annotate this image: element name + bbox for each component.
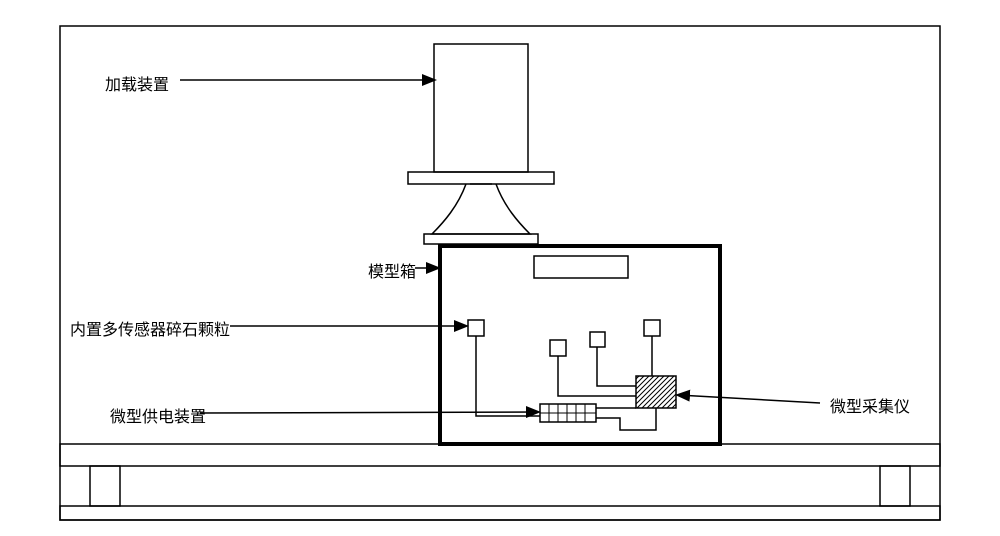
loading-cap [408, 172, 554, 184]
sensor-particle [590, 332, 605, 347]
loading-pedestal [432, 184, 530, 234]
sensor-particle [468, 320, 484, 336]
label-power-device: 微型供电装置 [110, 403, 206, 427]
sensor-particle [644, 320, 660, 336]
label-model-box: 模型箱 [368, 258, 416, 282]
floor [60, 506, 940, 520]
loading-column [434, 44, 528, 172]
loading-base [424, 234, 538, 244]
sensor-particle [550, 340, 566, 356]
label-collector: 微型采集仪 [830, 393, 910, 417]
model-box [440, 246, 720, 444]
bench-top [60, 444, 940, 466]
bench-leg [90, 466, 120, 506]
power-device-box [540, 404, 596, 422]
leader-collector [678, 395, 820, 403]
leader-power [200, 412, 538, 413]
label-loading-device: 加载装置 [105, 71, 169, 95]
bench-leg [880, 466, 910, 506]
label-sensor-particle: 内置多传感器碎石颗粒 [70, 316, 230, 340]
collector-box [636, 376, 676, 408]
inner-plate [534, 256, 628, 278]
